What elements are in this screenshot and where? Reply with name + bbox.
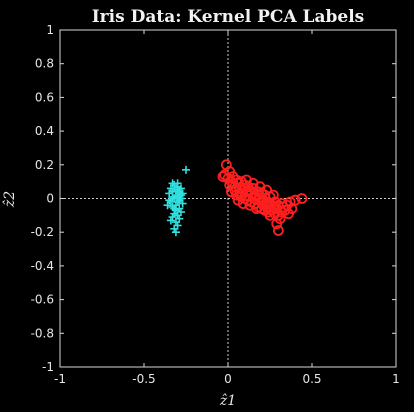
data-point-circle	[276, 206, 288, 218]
y-tick-label: -0.6	[31, 293, 54, 307]
data-point-circle	[272, 225, 284, 236]
x-tick-label: -1	[54, 372, 66, 386]
y-axis-label: ẑ2	[1, 191, 18, 208]
data-point-circle	[217, 171, 229, 182]
data-point-plus	[182, 165, 190, 174]
data-point-plus	[163, 201, 172, 210]
y-tick-label: 0.2	[35, 158, 54, 172]
chart-title: Iris Data: Kernel PCA Labels	[92, 7, 365, 27]
x-tick-label: -0.5	[132, 372, 155, 386]
data-point-plus	[166, 216, 175, 225]
y-tick-label: 1	[46, 23, 54, 37]
data-point-circle	[266, 204, 278, 216]
data-point-circle	[283, 208, 294, 220]
data-point-plus	[176, 191, 185, 200]
y-tick-label: -1	[42, 360, 54, 374]
data-point-plus	[173, 186, 182, 195]
x-tick-label: 0.5	[302, 372, 321, 386]
data-point-circle	[261, 184, 273, 196]
y-tick-label: -0.2	[31, 225, 54, 239]
data-point-circle	[229, 184, 241, 196]
y-tick-label: 0.8	[35, 57, 54, 71]
data-point-plus	[178, 199, 187, 208]
x-axis-label: ẑ1	[219, 392, 236, 409]
data-point-plus	[170, 204, 179, 213]
y-tick-label: -0.8	[31, 326, 54, 340]
y-tick-label: 0.6	[35, 90, 54, 104]
y-tick-label: -0.4	[31, 259, 54, 273]
data-point-plus	[171, 228, 180, 237]
y-tick-label: 0.4	[35, 124, 54, 138]
y-tick-label: 0	[46, 192, 54, 206]
data-point-circle	[239, 182, 251, 194]
x-tick-label: 1	[392, 372, 400, 386]
data-marks	[163, 159, 308, 237]
data-point-plus	[178, 189, 187, 198]
data-point-circle	[284, 196, 296, 208]
data-point-circle	[256, 196, 268, 208]
data-point-circle	[237, 198, 249, 209]
data-point-plus	[168, 179, 177, 188]
data-point-circle	[262, 201, 274, 213]
data-point-circle	[224, 166, 236, 177]
data-point-plus	[165, 196, 174, 205]
data-point-circle	[271, 218, 283, 230]
data-point-circle	[227, 177, 239, 189]
plot-area: -1 -0.5 0 0.5 1 1 0.8 0.6 0.4 0.2 0 -0.2 -0.4 -0.6 -0.…	[31, 23, 400, 386]
data-point-circle	[296, 193, 308, 204]
x-tick-label: 0	[224, 372, 232, 386]
data-point-circle	[267, 189, 279, 201]
